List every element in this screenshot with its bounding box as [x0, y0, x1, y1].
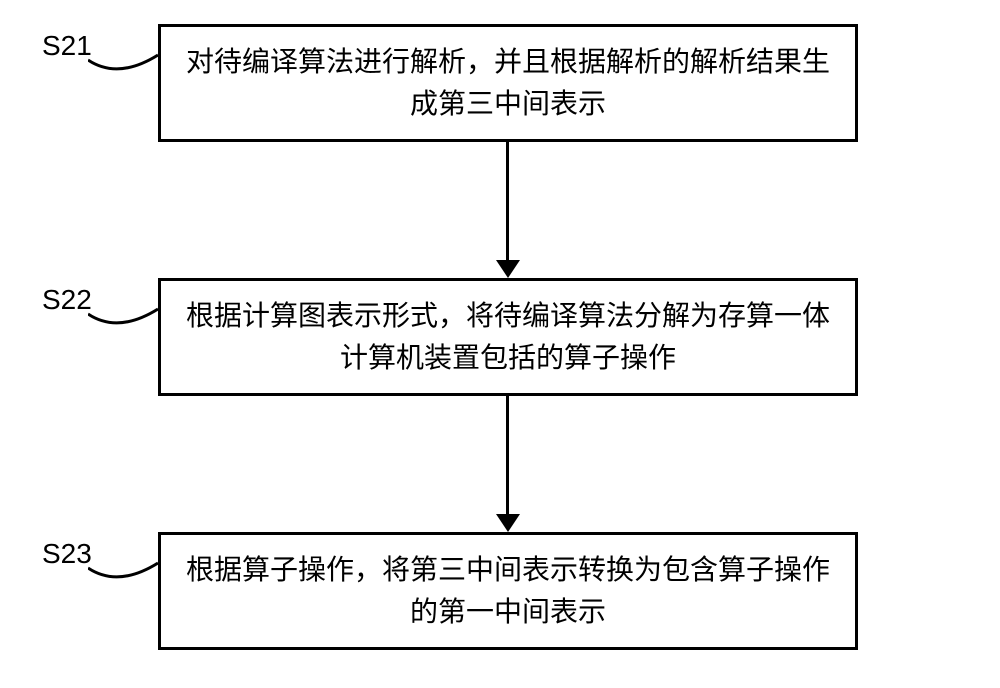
- arrow-line-2: [506, 396, 509, 514]
- step-label-text: S22: [42, 284, 92, 315]
- arrow-line-1: [506, 142, 509, 260]
- step-label-text: S21: [42, 30, 92, 61]
- label-connector-s21: [88, 50, 158, 80]
- arrow-head-2: [496, 514, 520, 532]
- label-connector-s23: [88, 558, 158, 588]
- step-label-text: S23: [42, 538, 92, 569]
- step-text: 根据计算图表示形式，将待编译算法分解为存算一体计算机装置包括的算子操作: [181, 295, 835, 379]
- label-connector-s22: [88, 304, 158, 334]
- step-label-s21: S21: [42, 30, 92, 62]
- step-box-s22: 根据计算图表示形式，将待编译算法分解为存算一体计算机装置包括的算子操作: [158, 278, 858, 396]
- flowchart-container: S21 对待编译算法进行解析，并且根据解析的解析结果生成第三中间表示 S22 根…: [0, 0, 1000, 688]
- arrow-head-1: [496, 260, 520, 278]
- step-text: 对待编译算法进行解析，并且根据解析的解析结果生成第三中间表示: [181, 41, 835, 125]
- step-box-s21: 对待编译算法进行解析，并且根据解析的解析结果生成第三中间表示: [158, 24, 858, 142]
- step-text: 根据算子操作，将第三中间表示转换为包含算子操作的第一中间表示: [181, 549, 835, 633]
- step-label-s23: S23: [42, 538, 92, 570]
- step-label-s22: S22: [42, 284, 92, 316]
- step-box-s23: 根据算子操作，将第三中间表示转换为包含算子操作的第一中间表示: [158, 532, 858, 650]
